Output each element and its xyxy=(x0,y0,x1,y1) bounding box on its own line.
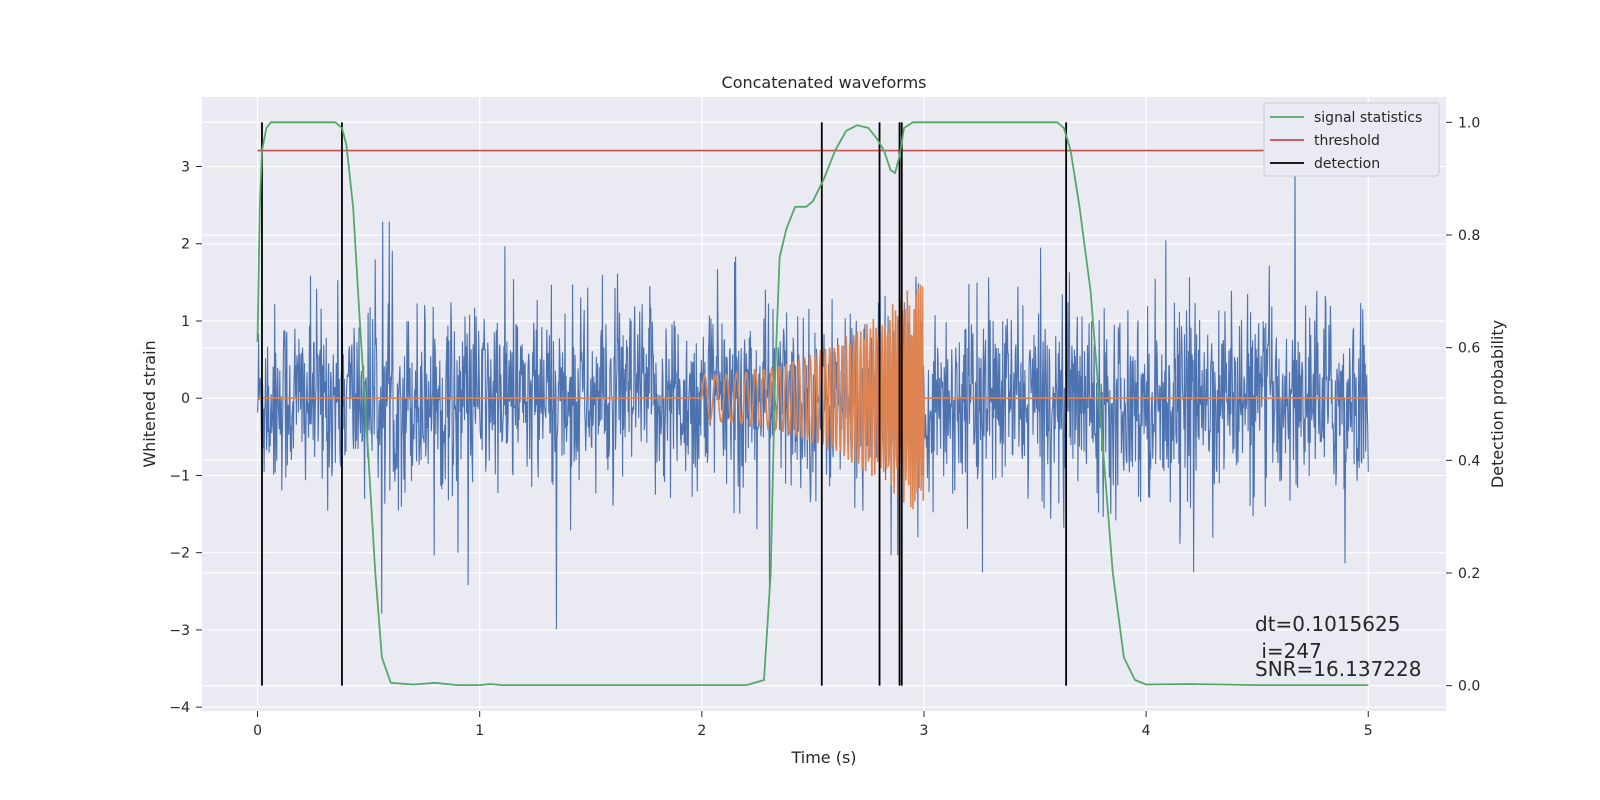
x-tick-label: 2 xyxy=(697,723,706,739)
y-right-tick-label: 0.6 xyxy=(1458,341,1480,357)
y-tick-label: 0 xyxy=(181,391,190,407)
y-tick-label: 1 xyxy=(181,314,190,330)
series-layer xyxy=(256,121,1369,686)
y-tick-label: 2 xyxy=(181,237,190,253)
legend: signal statistics threshold detection xyxy=(1263,102,1440,177)
series-line-signal-statistics xyxy=(256,121,1369,686)
x-axis-label: Time (s) xyxy=(790,748,856,767)
x-tick-label: 3 xyxy=(920,723,929,739)
legend-box xyxy=(1263,102,1440,177)
y-tick-label: −1 xyxy=(169,468,190,484)
legend-label-signal-statistics: signal statistics xyxy=(1314,110,1422,126)
y-right-tick-label: 1.0 xyxy=(1458,115,1480,131)
y-right-tick-label: 0.2 xyxy=(1458,566,1480,582)
y-tick-label: 3 xyxy=(181,160,190,176)
annotation-index: i=247 xyxy=(1255,639,1322,663)
y-axis-right-label: Detection probability xyxy=(1488,320,1507,488)
series-line-chirp xyxy=(257,284,1369,510)
y-tick-label: −4 xyxy=(169,700,190,716)
legend-label-detection: detection xyxy=(1314,156,1380,172)
x-tick-label: 4 xyxy=(1142,723,1151,739)
x-tick-label: 0 xyxy=(253,723,262,739)
y-right-tick-label: 0.8 xyxy=(1458,228,1480,244)
legend-label-threshold: threshold xyxy=(1314,133,1380,149)
x-tick-label: 1 xyxy=(475,723,484,739)
ticks: 0 1 2 3 4 5 −4 −3 −2 −1 0 1 2 3 0.0 0.2 0.4 0.6 0.8 1.0 xyxy=(169,115,1480,739)
y-right-tick-label: 0.4 xyxy=(1458,453,1480,469)
y-tick-label: −3 xyxy=(169,623,190,639)
x-tick-label: 5 xyxy=(1364,723,1373,739)
chart-title: Concatenated waveforms xyxy=(722,73,927,92)
y-axis-label: Whitened strain xyxy=(140,340,159,467)
annotation-dt: dt=0.1015625 xyxy=(1255,612,1400,636)
y-tick-label: −2 xyxy=(169,546,190,562)
y-right-tick-label: 0.0 xyxy=(1458,679,1480,695)
annotation-snr: SNR=16.137228 xyxy=(1255,657,1421,681)
